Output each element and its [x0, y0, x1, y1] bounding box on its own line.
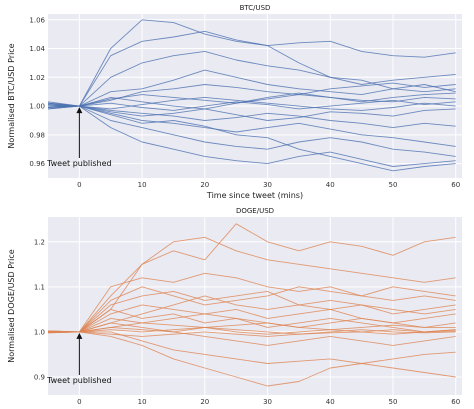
btc-series-line: [47, 96, 456, 111]
btc-series-line: [47, 69, 456, 110]
doge-annotation-label: Tweet published: [46, 376, 112, 385]
btc-y-tick-label: 1.02: [29, 74, 45, 82]
btc-series-line: [48, 105, 456, 172]
doge-y-tick-label: 0.9: [34, 373, 45, 381]
btc-y-tick-label: 1.06: [29, 16, 45, 24]
doge-x-tick-label: 20: [200, 398, 209, 406]
btc-series-line: [47, 105, 456, 157]
btc-x-axis-label: Time since tweet (mins): [206, 191, 303, 200]
doge-series-line: [47, 308, 456, 333]
doge-x-tick-label: 50: [389, 398, 398, 406]
doge-series-line: [47, 313, 456, 333]
btc-series-line: [48, 105, 456, 121]
doge-series-line: [47, 322, 456, 333]
doge-series-line: [48, 326, 456, 335]
btc-series-line: [47, 105, 456, 129]
btc-series-line: [48, 19, 456, 107]
doge-x-tick-label: 30: [263, 398, 272, 406]
doge-annotation-arrow-head: [76, 332, 83, 339]
doge-y-tick-label: 1.0: [34, 328, 45, 336]
btc-series-line: [47, 102, 456, 147]
btc-y-axis-label: Normalised BTC/USD Price: [7, 43, 16, 148]
btc-x-tick-label: 60: [451, 181, 460, 189]
doge-x-tick-label: 10: [138, 398, 147, 406]
btc-x-tick-label: 10: [138, 181, 147, 189]
doge-series-line: [47, 322, 456, 346]
btc-x-tick-label: 20: [200, 181, 209, 189]
btc-x-tick-label: 50: [389, 181, 398, 189]
doge-x-tick-label: 60: [451, 398, 460, 406]
btc-y-tick-label: 1.00: [29, 103, 45, 111]
btc-annotation-arrow-head: [76, 107, 83, 114]
doge-series-line: [47, 272, 456, 334]
doge-y-tick-label: 1.2: [34, 238, 45, 246]
doge-series-line: [48, 331, 456, 378]
btc-series-line: [48, 92, 456, 110]
btc-series-line: [48, 30, 456, 107]
btc-y-tick-label: 0.98: [29, 131, 45, 139]
doge-y-axis-label: Normalised DOGE/USD Price: [7, 249, 16, 363]
btc-series-line: [47, 99, 456, 111]
doge-chart-title: DOGE/USD: [236, 207, 274, 215]
btc-chart-title: BTC/USD: [240, 4, 271, 12]
doge-x-tick-label: 0: [77, 398, 81, 406]
btc-x-tick-label: 40: [326, 181, 335, 189]
btc-series-line: [47, 82, 456, 107]
doge-series-line: [47, 290, 456, 333]
btc-x-tick-label: 0: [77, 181, 81, 189]
btc-series-line: [47, 50, 456, 107]
btc-plot-area: [48, 14, 462, 178]
doge-y-tick-label: 1.1: [34, 283, 45, 291]
btc-series-line: [47, 104, 456, 167]
doge-series-line: [47, 330, 456, 387]
btc-annotation-label: Tweet published: [46, 159, 112, 168]
btc-y-tick-label: 1.04: [29, 45, 45, 53]
doge-series-line: [48, 223, 456, 333]
doge-series-line: [48, 329, 456, 337]
btc-x-tick-label: 30: [263, 181, 272, 189]
doge-series-line: [47, 236, 456, 333]
doge-series-line: [47, 326, 456, 335]
doge-series-line: [48, 295, 456, 333]
doge-x-tick-label: 40: [326, 398, 335, 406]
doge-series-line: [47, 286, 456, 334]
btc-y-tick-label: 0.96: [29, 160, 45, 168]
